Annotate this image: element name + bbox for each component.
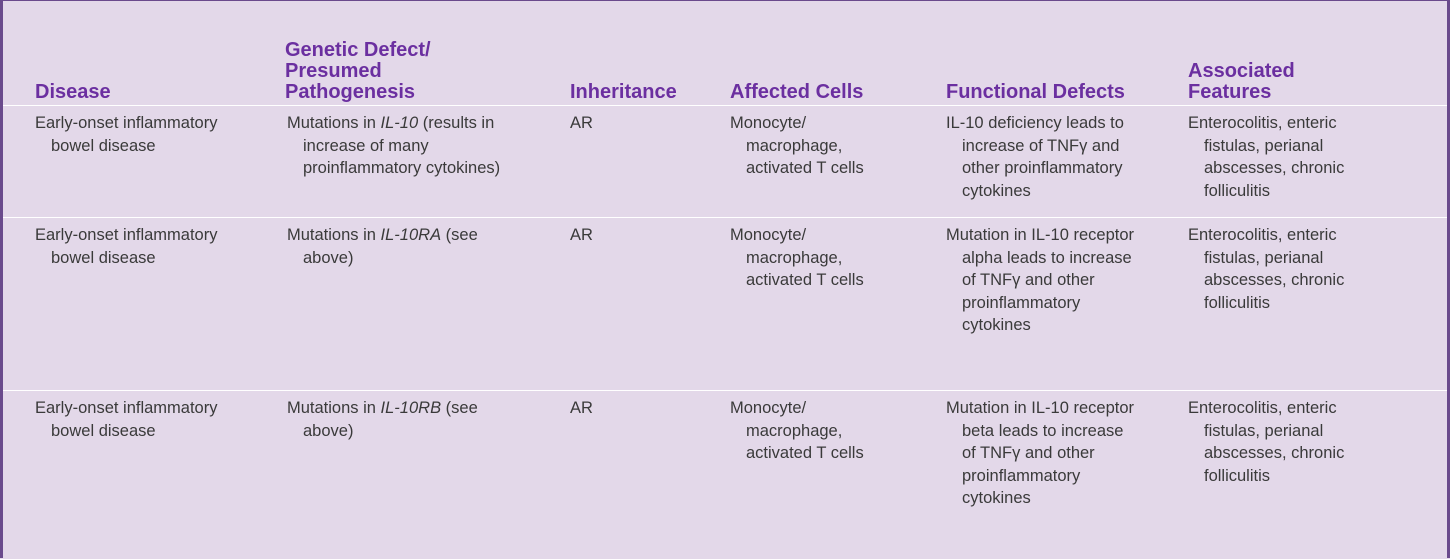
cell-associated-features: Enterocolitis, enteric fistulas, periana… — [1188, 114, 1345, 200]
cell-genetic-defect: Mutations in IL-10 (results in increase … — [287, 114, 501, 177]
cell-functional-defects: Mutation in IL-10 receptor alpha leads t… — [946, 226, 1135, 334]
cell-disease: Early-onset inflammatory bowel disease — [35, 114, 218, 155]
header-inheritance: Inheritance — [570, 81, 677, 103]
cell-affected-cells: Monocyte/ macrophage, activated T cells — [730, 114, 864, 177]
table-row: Early-onset inflammatory bowel disease M… — [3, 218, 1447, 391]
header-genetic-defect: Genetic Defect/ Presumed Pathogenesis — [285, 39, 431, 103]
cell-inheritance: AR — [570, 114, 593, 132]
cell-disease: Early-onset inflammatory bowel disease — [35, 226, 218, 267]
cell-disease: Early-onset inflammatory bowel disease — [35, 399, 218, 440]
cell-associated-features: Enterocolitis, enteric fistulas, periana… — [1188, 226, 1345, 312]
header-disease: Disease — [35, 81, 111, 103]
cell-associated-features: Enterocolitis, enteric fistulas, periana… — [1188, 399, 1345, 485]
cell-affected-cells: Monocyte/ macrophage, activated T cells — [730, 399, 864, 462]
cell-functional-defects: IL-10 deficiency leads to increase of TN… — [946, 114, 1124, 200]
header-functional-defects: Functional Defects — [946, 81, 1125, 103]
header-affected-cells: Affected Cells — [730, 81, 864, 103]
header-associated-features: Associated Features — [1188, 60, 1295, 103]
cell-inheritance: AR — [570, 399, 593, 417]
table-row: Early-onset inflammatory bowel disease M… — [3, 391, 1447, 559]
cell-genetic-defect: Mutations in IL-10RB (see above) — [287, 399, 478, 440]
table-row: Early-onset inflammatory bowel disease M… — [3, 106, 1447, 218]
cell-genetic-defect: Mutations in IL-10RA (see above) — [287, 226, 478, 267]
table-header: Disease Genetic Defect/ Presumed Pathoge… — [3, 1, 1447, 106]
cell-affected-cells: Monocyte/ macrophage, activated T cells — [730, 226, 864, 289]
cell-inheritance: AR — [570, 226, 593, 244]
cell-functional-defects: Mutation in IL-10 receptor beta leads to… — [946, 399, 1135, 507]
